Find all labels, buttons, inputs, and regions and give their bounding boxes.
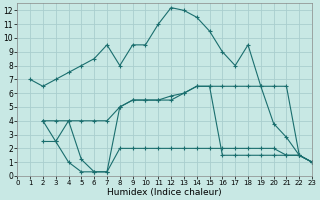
X-axis label: Humidex (Indice chaleur): Humidex (Indice chaleur): [108, 188, 222, 197]
